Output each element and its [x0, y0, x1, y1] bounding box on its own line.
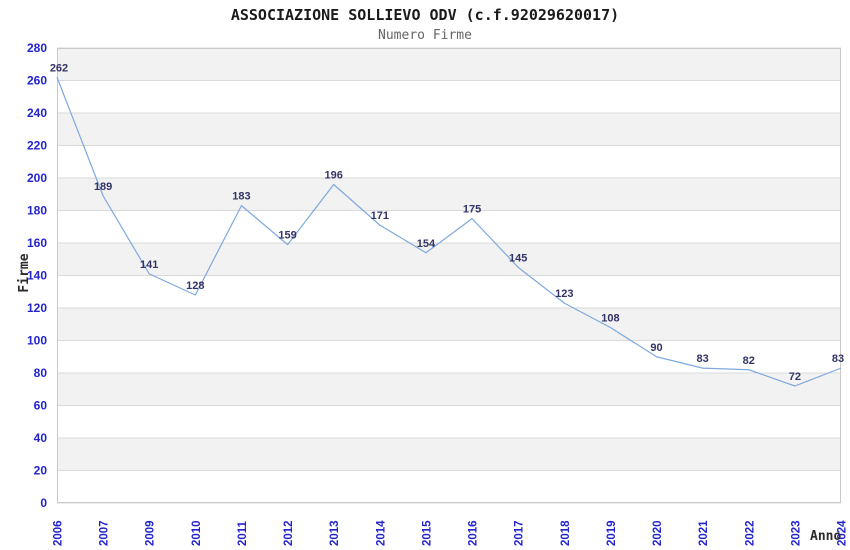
plot-band [57, 438, 841, 471]
x-tick-label: 2011 [237, 520, 249, 546]
data-point-label: 141 [140, 259, 158, 271]
y-tick-label: 220 [27, 139, 47, 153]
y-tick-label: 240 [27, 106, 47, 120]
data-point-label: 72 [789, 371, 801, 383]
x-tick-label: 2013 [329, 520, 341, 546]
plot-band [57, 243, 841, 276]
data-point-label: 196 [325, 170, 343, 182]
y-tick-label: 180 [27, 204, 47, 218]
x-tick-label: 2016 [468, 520, 480, 546]
data-point-label: 183 [232, 191, 250, 203]
x-tick-label: 2017 [514, 520, 526, 546]
data-point-label: 108 [601, 313, 619, 325]
y-tick-label: 60 [34, 399, 48, 413]
y-tick-label: 40 [34, 431, 48, 445]
y-tick-label: 260 [27, 74, 47, 88]
data-point-label: 189 [94, 181, 112, 193]
data-point-label: 159 [278, 230, 296, 242]
x-tick-label: 2021 [698, 520, 710, 546]
x-tick-label: 2014 [375, 520, 387, 546]
x-tick-label: 2015 [421, 520, 433, 546]
x-tick-label: 2007 [99, 520, 111, 546]
data-point-label: 128 [186, 280, 204, 292]
x-axis-title: Anno [810, 529, 842, 544]
x-tick-label: 2024 [837, 520, 849, 546]
data-point-label: 83 [697, 353, 709, 365]
x-tick-label: 2012 [283, 520, 295, 546]
x-tick-label: 2018 [560, 520, 572, 546]
data-point-label: 145 [509, 252, 527, 264]
data-point-label: 83 [832, 353, 844, 365]
x-tick-label: 2019 [606, 520, 618, 546]
plot-band [57, 113, 841, 146]
y-tick-label: 160 [27, 236, 47, 250]
x-tick-label: 2009 [145, 520, 157, 546]
y-tick-label: 80 [34, 366, 48, 380]
x-tick-label: 2006 [53, 520, 65, 546]
x-tick-label: 2010 [191, 520, 203, 546]
y-axis-title: Firme [17, 253, 32, 293]
data-point-label: 123 [555, 288, 573, 300]
y-tick-label: 120 [27, 301, 47, 315]
plot-band [57, 48, 841, 81]
plot-border [57, 48, 841, 503]
y-tick-label: 280 [27, 41, 47, 55]
x-tick-label: 2022 [744, 520, 756, 546]
plot-band [57, 178, 841, 211]
data-point-label: 154 [417, 238, 436, 250]
x-tick-label: 2023 [790, 520, 802, 546]
y-tick-label: 200 [27, 171, 47, 185]
data-point-label: 90 [650, 342, 662, 354]
data-point-label: 262 [50, 62, 68, 74]
x-tick-label: 2020 [652, 520, 664, 546]
data-line [56, 77, 842, 387]
data-point-label: 175 [463, 204, 481, 216]
plot-band [57, 373, 841, 406]
data-point-label: 82 [743, 355, 755, 367]
chart-title: ASSOCIAZIONE SOLLIEVO ODV (c.f.920296200… [230, 6, 620, 24]
y-tick-label: 0 [40, 496, 47, 510]
chart-subtitle: Numero Firme [378, 28, 472, 43]
y-tick-label: 140 [27, 269, 47, 283]
y-tick-label: 20 [34, 464, 48, 478]
data-point-label: 171 [371, 210, 389, 222]
y-tick-label: 100 [27, 334, 47, 348]
plot-band [57, 308, 841, 341]
